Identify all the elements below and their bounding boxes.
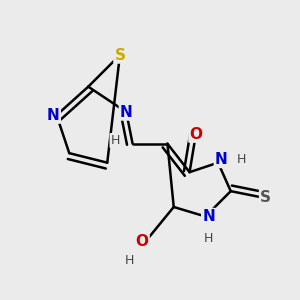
Text: H: H bbox=[237, 153, 247, 166]
Text: H: H bbox=[125, 254, 134, 267]
Text: N: N bbox=[47, 108, 60, 123]
Text: H: H bbox=[110, 134, 120, 147]
Text: O: O bbox=[136, 234, 148, 249]
Text: N: N bbox=[120, 104, 133, 119]
Text: H: H bbox=[204, 232, 213, 245]
Text: N: N bbox=[202, 209, 215, 224]
Text: N: N bbox=[215, 152, 228, 167]
Text: S: S bbox=[114, 47, 125, 62]
Text: O: O bbox=[189, 127, 203, 142]
Text: S: S bbox=[260, 190, 271, 205]
